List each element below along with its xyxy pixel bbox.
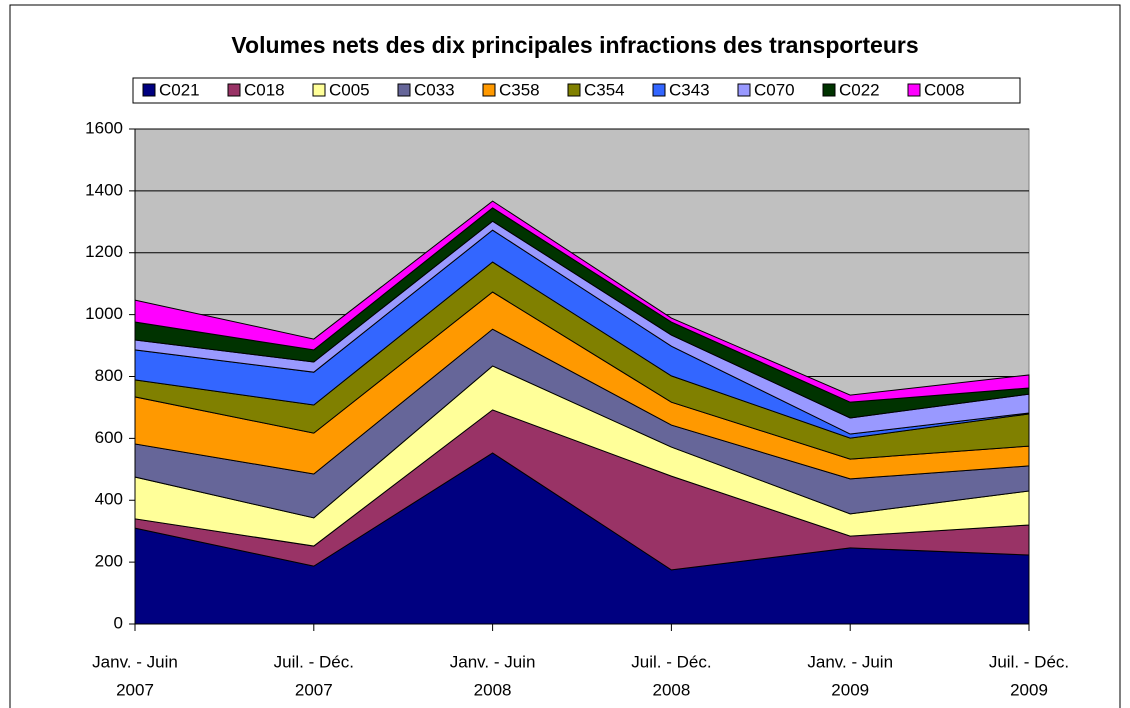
chart-title: Volumes nets des dix principales infract…	[231, 32, 918, 58]
x-tick-label: Janv. - Juin	[450, 652, 536, 671]
y-tick-label: 400	[95, 490, 123, 509]
y-tick-label: 0	[114, 613, 123, 632]
x-tick-label: 2008	[474, 680, 512, 699]
legend-label: C358	[499, 80, 540, 99]
legend-label: C033	[414, 80, 455, 99]
area	[134, 200, 1030, 403]
x-tick-label: 2008	[652, 680, 690, 699]
legend-label: C005	[329, 80, 370, 99]
legend-label: C354	[584, 80, 625, 99]
legend-swatch	[907, 83, 921, 97]
y-tick-label: 200	[95, 552, 123, 571]
x-tick-label: Janv. - Juin	[807, 652, 893, 671]
legend-label: C070	[754, 80, 795, 99]
chart-border	[9, 4, 1121, 708]
legend-label: C343	[669, 80, 710, 99]
x-tick-label: Juil. - Déc.	[631, 652, 711, 671]
legend-swatch	[567, 83, 581, 97]
x-tick-label: 2009	[831, 680, 869, 699]
legend-swatch	[227, 83, 241, 97]
legend-swatch	[397, 83, 411, 97]
x-tick-label: Juil. - Déc.	[274, 652, 354, 671]
y-tick-label: 800	[95, 366, 123, 385]
legend-label: C021	[159, 80, 200, 99]
legend-label: C008	[924, 80, 965, 99]
legend-swatch	[312, 83, 326, 97]
x-tick-label: Janv. - Juin	[92, 652, 178, 671]
y-tick-label: 1400	[85, 180, 123, 199]
y-tick-label: 1000	[85, 304, 123, 323]
legend-swatch	[737, 83, 751, 97]
legend-swatch	[652, 83, 666, 97]
legend-label: C022	[839, 80, 880, 99]
legend-swatch	[822, 83, 836, 97]
legend-swatch	[482, 83, 496, 97]
y-tick-label: 1200	[85, 242, 123, 261]
y-tick-label: 1600	[85, 118, 123, 137]
x-tick-label: 2007	[295, 680, 333, 699]
y-tick-label: 600	[95, 428, 123, 447]
x-tick-label: Juil. - Déc.	[989, 652, 1069, 671]
x-tick-label: 2009	[1010, 680, 1048, 699]
x-tick-label: 2007	[116, 680, 154, 699]
legend-label: C018	[244, 80, 285, 99]
legend-swatch	[142, 83, 156, 97]
